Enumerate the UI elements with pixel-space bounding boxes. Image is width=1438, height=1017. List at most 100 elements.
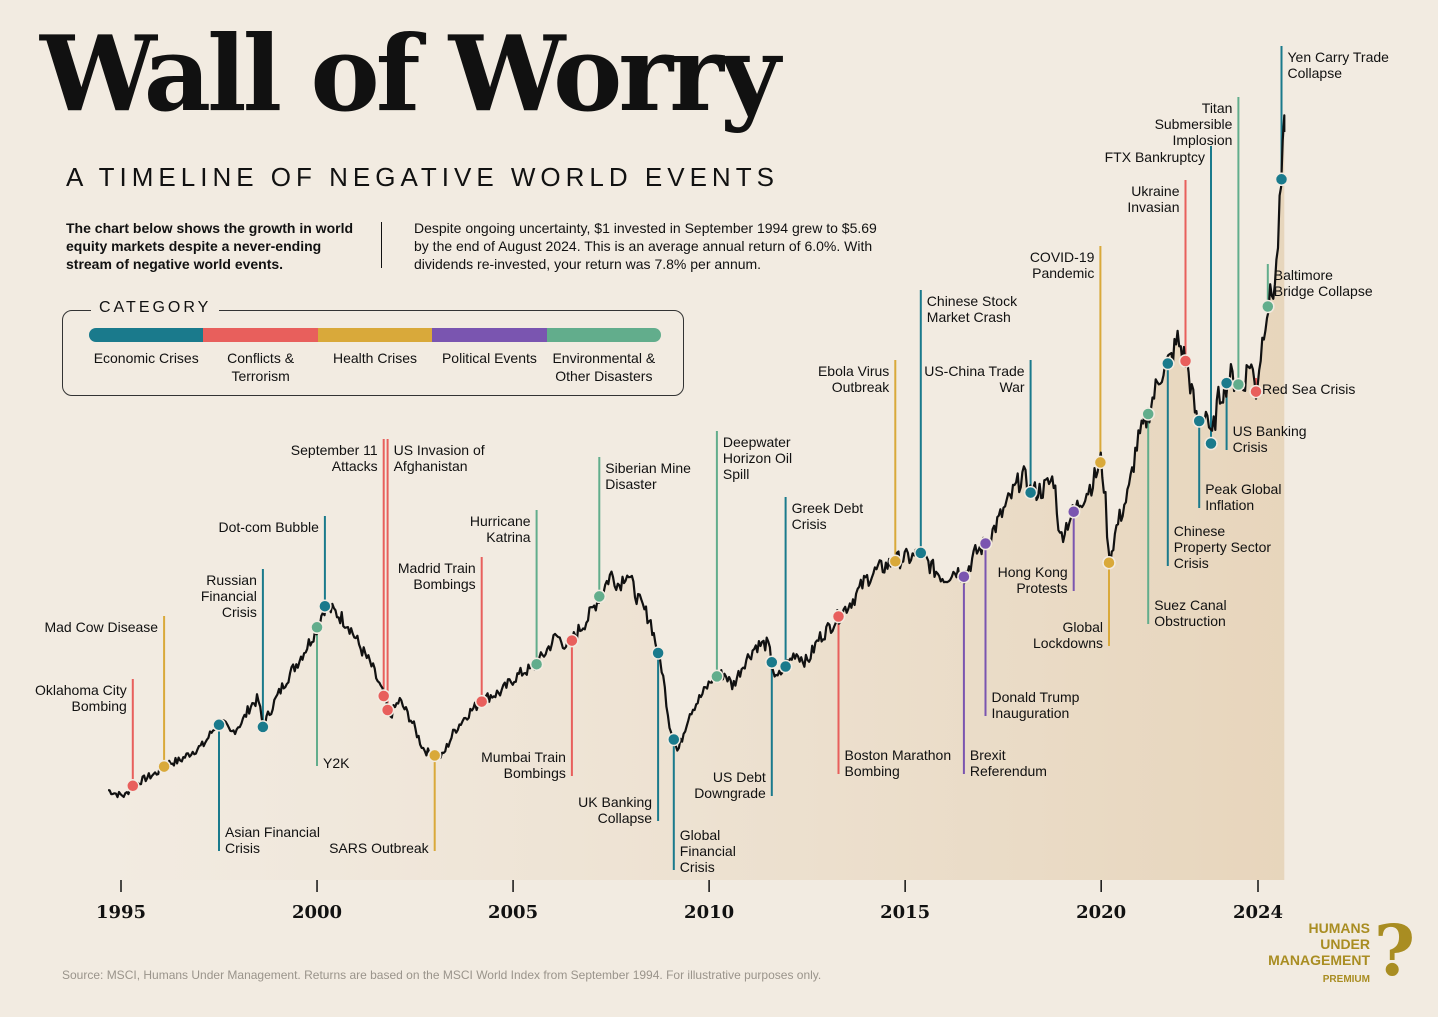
event-dot-uk-banking-collapse [651,646,665,660]
x-tick-label-2024: 2024 [1233,902,1283,923]
event-label-ebola-virus-outbreak: Ebola Virus Outbreak [818,363,890,395]
event-label-ftx-bankruptcy: FTX Bankruptcy [1105,149,1205,165]
event-dot-us-banking-crisis [1219,376,1234,390]
event-dot-global-lockdowns [1102,555,1116,570]
x-tick-label-2010: 2010 [684,902,734,923]
event-label-us-debt-downgrade: US Debt Downgrade [694,769,766,801]
event-dot-madrid-train-bombings [474,694,489,709]
event-dot-global-financial-crisis [667,732,681,747]
event-label-madrid-train-bombings: Madrid Train Bombings [398,560,476,592]
event-dot-deepwater-horizon-oil-spill [710,669,724,684]
event-label-us-banking-crisis: US Banking Crisis [1233,423,1307,455]
page-title: Wall of Worry [40,12,780,135]
event-dot-dot-com-bubble [318,599,332,613]
brand-line-3: MANAGEMENT [1268,952,1370,968]
event-label-global-lockdowns: Global Lockdowns [1033,619,1103,651]
page-subtitle: A TIMELINE OF NEGATIVE WORLD EVENTS [66,162,779,192]
event-label-deepwater-horizon-oil-spill: Deepwater Horizon Oil Spill [723,434,792,482]
event-dot-yen-carry-trade-collapse [1274,172,1289,187]
event-dot-donald-trump-inauguration [978,536,993,551]
brand-line-1: HUMANS [1308,920,1370,936]
event-dot-chinese-property-sector-crisis [1161,356,1175,371]
legend-color-bar [89,328,661,342]
event-label-yen-carry-trade-collapse: Yen Carry Trade Collapse [1288,49,1390,81]
event-dot-baltimore-bridge-collapse [1261,299,1275,314]
brand-line-2: UNDER [1320,936,1370,952]
legend-label-conflict: Conflicts & Terrorism [227,350,295,384]
event-dot-red-sea-crisis [1249,384,1263,399]
category-legend: CATEGORY Economic Crises Conflicts & Terr… [62,299,684,396]
intro-text: Despite ongoing uncertainty, $1 invested… [414,220,877,272]
event-label-september-11-attacks: September 11 Attacks [291,442,378,474]
event-dot-peak-global-inflation [1192,414,1206,428]
brand-question-icon: ? [1374,909,1416,992]
event-dot-chinese-stock-market-crash [914,546,928,560]
legend-swatch-political [432,328,547,342]
event-label-mad-cow-disease: Mad Cow Disease [44,619,158,635]
event-dot-mad-cow-disease [157,759,171,774]
event-label-y2k: Y2K [323,755,350,771]
event-dot-september-11-attacks [376,689,391,703]
event-label-us-china-trade-war: US-China Trade War [924,363,1025,395]
event-dot-siberian-mine-disaster [592,589,607,604]
x-tick-label-2000: 2000 [292,902,342,923]
event-label-hurricane-katrina: Hurricane Katrina [470,513,531,545]
price-line [107,114,1286,799]
event-label-greek-debt-crisis: Greek Debt Crisis [792,500,864,532]
event-label-oklahoma-city-bombing: Oklahoma City Bombing [35,682,127,714]
event-dot-brexit-referendum [957,569,971,584]
legend-labels: Economic Crises Conflicts & Terrorism Heal… [89,349,661,385]
event-dot-hong-kong-protests [1066,504,1081,519]
event-label-global-financial-crisis: Global Financial Crisis [680,827,736,875]
event-dot-russian-financial-crisis [256,720,270,734]
intro-divider [381,222,382,268]
legend-label-economic: Economic Crises [93,350,199,366]
event-label-russian-financial-crisis: Russian Financial Crisis [201,572,257,620]
event-dot-sars-outbreak [427,748,442,763]
legend-swatch-health [317,328,433,342]
event-label-dot-com-bubble: Dot-com Bubble [219,519,320,535]
event-dot-us-china-trade-war [1023,485,1038,500]
event-label-chinese-property-sector-crisis: Chinese Property Sector Crisis [1174,523,1272,571]
event-label-boston-marathon-bombing: Boston Marathon Bombing [845,747,952,779]
x-tick-label-1995: 1995 [96,902,146,923]
event-label-chinese-stock-market-crash: Chinese Stock Market Crash [927,293,1018,325]
legend-label-health: Health Crises [333,350,418,366]
event-label-ukraine-invasian: Ukraine Invasian [1127,183,1179,215]
event-label-red-sea-crisis: Red Sea Crisis [1262,381,1355,397]
event-dot-mumbai-train-bombings [565,633,579,648]
event-dot-ukraine-invasian [1178,354,1193,368]
event-dot-covid-19-pandemic [1093,455,1108,470]
event-dot-y2k [310,620,324,635]
event-dot-oklahoma-city-bombing [126,779,140,793]
event-label-covid-19-pandemic: COVID-19 Pandemic [1030,249,1095,281]
event-label-baltimore-bridge-collapse: Baltimore Bridge Collapse [1274,267,1373,299]
legend-label-environmental: Environmental & Other Disasters [552,350,656,384]
legend-swatch-conflict [203,328,318,342]
event-label-donald-trump-inauguration: Donald Trump Inauguration [992,689,1080,721]
legend-swatch-economic [89,328,204,342]
event-label-brexit-referendum: Brexit Referendum [970,747,1047,779]
event-dot-boston-marathon-bombing [831,609,846,624]
event-label-mumbai-train-bombings: Mumbai Train Bombings [481,749,566,781]
source-note: Source: MSCI, Humans Under Management. R… [62,968,822,982]
event-dot-us-debt-downgrade [765,655,779,670]
event-dot-us-invasion-of-afghanistan [380,703,395,717]
intro-bold-text: The chart below shows the growth in worl… [66,220,354,272]
event-label-peak-global-inflation: Peak Global Inflation [1205,481,1281,513]
x-tick-label-2015: 2015 [880,902,930,923]
event-label-uk-banking-collapse: UK Banking Collapse [578,794,652,826]
x-tick-label-2020: 2020 [1076,902,1126,923]
event-dot-titan-submersible-implosion [1231,377,1246,392]
event-label-hong-kong-protests: Hong Kong Protests [998,564,1068,596]
brand-premium: PREMIUM [1322,974,1370,985]
area-fill [108,115,1285,880]
event-dot-greek-debt-crisis [778,659,793,674]
legend-swatch-environmental [546,328,661,342]
event-dot-hurricane-katrina [529,657,544,671]
x-tick-label-2005: 2005 [488,902,538,923]
event-label-siberian-mine-disaster: Siberian Mine Disaster [605,460,691,492]
event-label-us-invasion-of-afghanistan: US Invasion of Afghanistan [394,442,485,474]
event-dot-suez-canal-obstruction [1141,407,1155,421]
